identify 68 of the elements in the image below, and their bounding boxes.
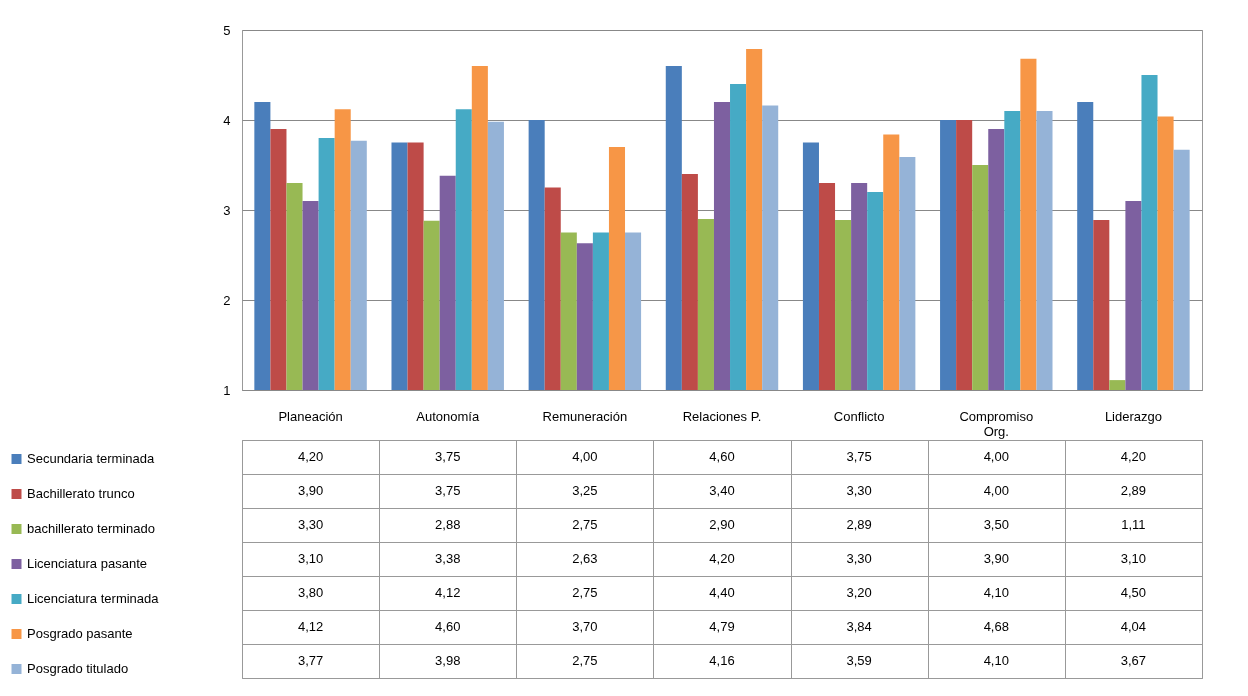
data-label: 3,70: [572, 619, 598, 634]
data-label: 3,10: [1120, 551, 1147, 566]
legend-label: Licenciatura terminada: [27, 591, 160, 606]
data-label: 3,75: [435, 449, 461, 464]
data-label: 3,20: [846, 585, 872, 600]
data-label: 4,50: [1120, 585, 1147, 600]
data-label: 3,75: [435, 483, 461, 498]
data-label: 3,40: [709, 483, 735, 498]
data-label: 4,00: [983, 449, 1009, 464]
data-label: 4,60: [709, 449, 735, 464]
data-label: 2,90: [709, 517, 735, 532]
y-tick-label: 1: [223, 382, 231, 398]
y-tick-label: 5: [223, 22, 231, 38]
x-tick-label: Remuneración: [542, 408, 628, 424]
data-label: 3,84: [846, 619, 872, 634]
data-label: 4,20: [1120, 449, 1147, 464]
x-tick-label: Conflicto: [833, 408, 885, 424]
legend-label: Posgrado pasante: [27, 626, 133, 641]
data-label: 3,25: [572, 483, 598, 498]
data-label: 4,60: [435, 619, 461, 634]
data-label: 3,50: [983, 517, 1009, 532]
data-label: 3,75: [846, 449, 872, 464]
legend-label: Licenciatura pasante: [27, 556, 147, 571]
data-label: 4,16: [709, 653, 735, 668]
data-label: 3,77: [297, 653, 324, 668]
x-tick-label: Liderazgo: [1104, 408, 1162, 424]
data-label: 3,10: [297, 551, 324, 566]
data-label: 4,79: [709, 619, 735, 634]
data-label: 4,40: [709, 585, 735, 600]
data-label: 2,89: [846, 517, 872, 532]
legend-label: bachillerato terminado: [27, 521, 155, 536]
data-label: 4,10: [983, 653, 1009, 668]
data-label: 3,80: [297, 585, 324, 600]
data-label: 4,20: [709, 551, 735, 566]
data-label: 3,67: [1120, 653, 1147, 668]
data-label: 4,12: [435, 585, 461, 600]
data-label: 3,98: [435, 653, 461, 668]
x-tick-label: Autonomía: [416, 408, 480, 424]
data-label: 2,75: [572, 517, 598, 532]
data-label: 4,00: [572, 449, 598, 464]
x-tick-label: Planeación: [278, 408, 343, 424]
data-label: 2,89: [1120, 483, 1147, 498]
data-label: 3,59: [846, 653, 872, 668]
data-label: 4,04: [1120, 619, 1147, 634]
legend-label: Secundaria terminada: [27, 451, 155, 466]
x-tick-label: Compromiso Org.: [959, 408, 1034, 439]
data-label: 4,20: [297, 449, 324, 464]
data-label: 3,30: [297, 517, 324, 532]
data-label: 2,75: [572, 653, 598, 668]
legend-label: Posgrado titulado: [27, 661, 129, 676]
data-label: 4,12: [297, 619, 324, 634]
data-label: 2,75: [572, 585, 598, 600]
data-label: 3,30: [846, 483, 872, 498]
data-label: 4,00: [983, 483, 1009, 498]
data-label: 2,63: [572, 551, 598, 566]
y-tick-label: 4: [223, 112, 231, 128]
data-label: 1,11: [1121, 517, 1146, 532]
data-label: 3,38: [435, 551, 461, 566]
x-tick-label: Relaciones P.: [682, 408, 762, 424]
data-label: 3,30: [846, 551, 872, 566]
data-label: 3,90: [983, 551, 1009, 566]
legend-label: Bachillerato trunco: [27, 486, 135, 501]
y-tick-label: 2: [223, 292, 231, 308]
y-tick-label: 3: [223, 202, 231, 218]
data-label: 2,88: [435, 517, 461, 532]
data-label: 3,90: [297, 483, 324, 498]
data-label: 4,68: [983, 619, 1009, 634]
data-label: 4,10: [983, 585, 1009, 600]
